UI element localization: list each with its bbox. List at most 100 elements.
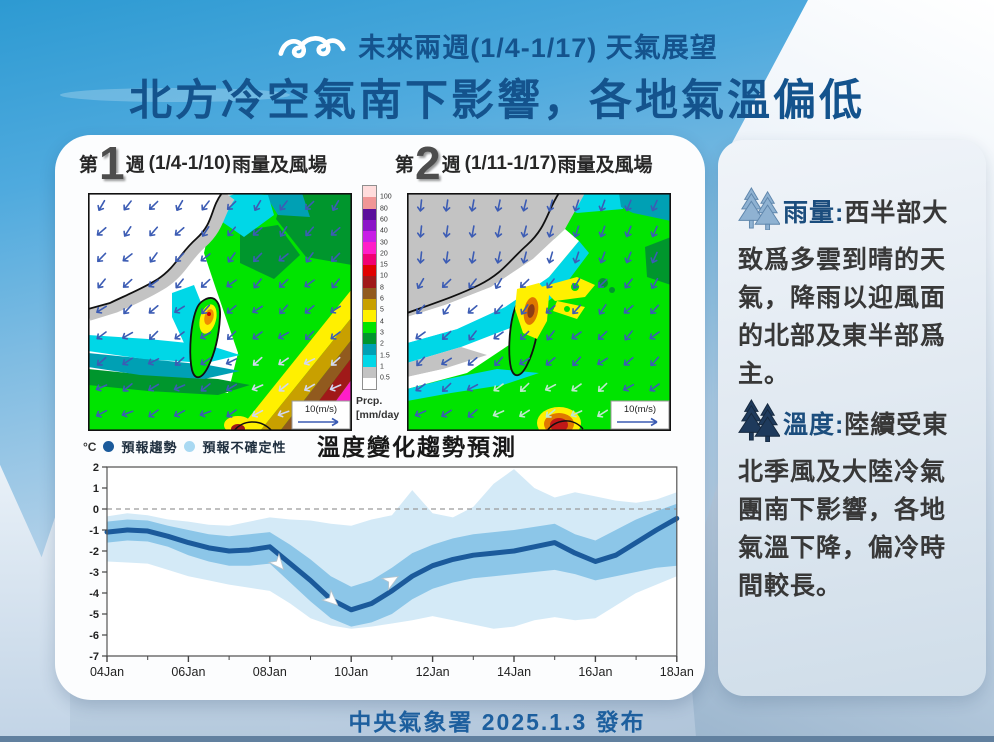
svg-text:14Jan: 14Jan xyxy=(497,665,531,679)
colorbar-swatch xyxy=(363,276,376,288)
precip-unit-bracket: [mm/day xyxy=(356,408,400,421)
gray-wedge-southwest xyxy=(407,347,487,377)
week1-label: 雨量及風場 xyxy=(232,155,328,177)
week2-prefix: 第 xyxy=(395,155,415,177)
colorbar-tick-label: 40 xyxy=(380,227,388,235)
svg-text:-4: -4 xyxy=(89,588,100,600)
week1-precip-wind-map: 10(m/s) xyxy=(88,193,352,431)
svg-text:04Jan: 04Jan xyxy=(90,665,124,679)
cloud-streak xyxy=(60,88,290,102)
svg-text:-3: -3 xyxy=(89,567,99,579)
wind-scale-legend-week1: 10(m/s) xyxy=(291,400,351,430)
wind-scale-legend-week2: 10(m/s) xyxy=(610,400,670,430)
temp-label: 溫度: xyxy=(783,411,845,439)
week1-number: 1 xyxy=(99,137,125,189)
colorbar-swatch xyxy=(363,321,376,333)
colorbar-tick-label: 15 xyxy=(380,261,388,269)
temperature-trend-chart: 2 1 0 -1 -2 -3 -4 -5 -6 -7 04Jan 06Jan 08Jan 10Jan 12J… xyxy=(89,462,694,679)
svg-text:2: 2 xyxy=(93,462,99,474)
precip-unit-title: Prcp. xyxy=(356,395,383,407)
south-island-coastline xyxy=(546,420,584,431)
bottom-strip xyxy=(0,736,994,742)
wave-icon xyxy=(278,35,346,58)
wind-ref-label: 10(m/s) xyxy=(624,404,656,415)
temp-summary-block: 溫度:陸續受東北季風及大陸冷氣團南下影響，各地氣溫下降，偏冷時間較長。 xyxy=(738,398,968,605)
week2-precip-wind-map: 10(m/s) xyxy=(407,193,671,431)
page-title: 北方冷空氣南下影響，各地氣溫偏低 xyxy=(129,77,865,125)
colorbar-tick-label: 80 xyxy=(380,205,388,213)
colorbar-tick-label: 20 xyxy=(380,250,388,258)
colorbar-swatch xyxy=(363,298,376,311)
colorbar-swatch xyxy=(363,378,376,390)
trend-legend-label: 預報趨勢 xyxy=(121,440,178,455)
colorbar-swatch xyxy=(363,197,376,209)
colorbar-swatch xyxy=(363,219,376,232)
colorbar-tick-label: 1 xyxy=(380,363,384,371)
temp-text: 陸續受東北季風及大陸冷氣團南下影響，各地氣溫下降，偏冷時間較長。 xyxy=(738,411,949,600)
colorbar-tick-label: 0.5 xyxy=(380,374,390,382)
kicker-text: 未來兩週(1/4-1/17) 天氣展望 xyxy=(358,33,718,63)
svg-text:0: 0 xyxy=(93,504,99,516)
colorbar-swatch xyxy=(363,186,376,198)
colorbar-swatch xyxy=(363,231,376,243)
colorbar-swatch xyxy=(363,310,376,322)
week2-label: 雨量及風場 xyxy=(557,155,653,177)
week2-map-title: 第 2 週 (1/11-1/17) 雨量及風場 xyxy=(395,140,653,186)
uncertainty-legend-dot xyxy=(184,441,196,452)
uncertainty-legend-label: 預報不確定性 xyxy=(202,440,287,455)
svg-text:-5: -5 xyxy=(89,609,99,621)
strait-white-band xyxy=(407,229,579,343)
trend-legend-dot xyxy=(103,441,115,452)
header-kicker: 未來兩週(1/4-1/17) 天氣展望 xyxy=(0,26,994,65)
wind-arrows-week2 xyxy=(414,199,660,418)
publisher-footer: 中央氣象署 2025.1.3 發布 xyxy=(348,709,646,735)
precip-colorbar: 100 80 60 40 30 20 15 10 8 6 5 4 3 2 1.5 1 0.5 xyxy=(362,185,404,409)
summary-panel: 雨量:西半部大致爲多雲到晴的天氣，降雨以迎風面的北部及東半部爲主。 溫度:陸續受… xyxy=(718,140,986,696)
colorbar-swatch xyxy=(363,287,376,299)
white-wedge-southwest xyxy=(407,369,443,385)
svg-text:10Jan: 10Jan xyxy=(334,665,368,679)
trend-chart-legend: °C 預報趨勢 預報不確定性 xyxy=(83,437,287,456)
svg-text:18Jan: 18Jan xyxy=(660,665,694,679)
precip-colorbar-unit: Prcp. [mm/day xyxy=(356,395,399,422)
pine-trees-light-icon xyxy=(738,186,781,241)
week1-dates: (1/4-1/10) xyxy=(148,152,231,174)
china-land-gray xyxy=(407,193,585,317)
china-coastline xyxy=(407,193,560,314)
colorbar-swatch xyxy=(363,265,376,277)
main-panel: 第 1 週 (1/4-1/10) 雨量及風場 第 2 週 (1/11-1/17)… xyxy=(55,135,705,700)
colorbar-tick-label: 60 xyxy=(380,216,388,224)
colorbar-swatch xyxy=(363,242,376,254)
trend-chart-title: 溫度變化趨勢預測 xyxy=(317,434,517,460)
svg-text:12Jan: 12Jan xyxy=(416,665,450,679)
week1-suffix: 週 xyxy=(125,155,145,177)
week1-map-title: 第 1 週 (1/4-1/10) 雨量及風場 xyxy=(79,137,328,189)
rain-label: 雨量: xyxy=(783,199,845,227)
week1-prefix: 第 xyxy=(79,155,99,177)
svg-text:-2: -2 xyxy=(89,546,99,558)
wind-ref-label: 10(m/s) xyxy=(305,404,337,415)
china-land xyxy=(88,193,222,309)
colorbar-tick-label: 2 xyxy=(380,340,384,348)
colorbar-tick-label: 5 xyxy=(380,306,384,314)
colorbar-tick-label: 3 xyxy=(380,329,384,337)
china-coastline xyxy=(88,193,223,310)
colorbar-tick-label: 8 xyxy=(380,284,384,292)
colorbar-swatch xyxy=(363,344,376,356)
colorbar-swatch xyxy=(363,253,376,266)
svg-text:-6: -6 xyxy=(89,630,99,642)
svg-text:06Jan: 06Jan xyxy=(171,665,205,679)
week2-dates: (1/11-1/17) xyxy=(464,152,557,174)
wind-arrows-week1 xyxy=(95,199,342,418)
taiwan-island-week1 xyxy=(189,297,221,379)
colorbar-tick-label: 4 xyxy=(380,318,384,326)
colorbar-tick-label: 10 xyxy=(380,272,388,280)
svg-text:1: 1 xyxy=(93,483,99,495)
colorbar-swatch xyxy=(363,366,376,379)
svg-text:16Jan: 16Jan xyxy=(578,665,612,679)
china-coast-gray-band xyxy=(88,193,235,321)
celsius-unit-label: °C xyxy=(83,439,97,454)
south-island-coastline xyxy=(233,421,273,431)
pine-trees-dark-icon xyxy=(738,398,781,453)
